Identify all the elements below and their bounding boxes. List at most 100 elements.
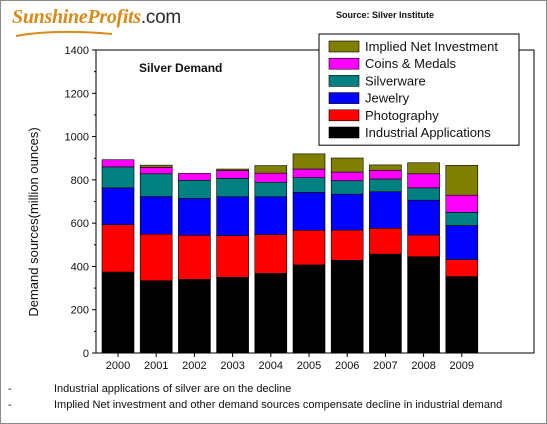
logo-wordmark: SunshineProfits.com xyxy=(12,6,181,29)
bar-segment-silverware xyxy=(369,178,402,193)
bar-segment-silverware xyxy=(178,179,211,199)
bar-segment-implied-net-investment xyxy=(139,164,173,168)
bar-segment-silverware xyxy=(101,166,135,189)
bar-segment-jewelry xyxy=(445,225,479,260)
bar-segment-implied-net-investment xyxy=(292,153,326,170)
bar-segment-photography xyxy=(178,234,211,280)
x-tick-label: 2003 xyxy=(220,360,244,372)
bar-series-group xyxy=(101,153,479,354)
legend-swatch xyxy=(328,57,360,70)
x-tick-label: 2000 xyxy=(106,360,130,372)
x-tick-label: 2001 xyxy=(144,360,168,372)
bar-segment-coins-medals xyxy=(292,168,326,178)
x-tick-label: 2007 xyxy=(373,360,397,372)
legend-swatch xyxy=(328,40,360,53)
bar-segment-industrial-applications xyxy=(178,279,211,354)
x-tick-label: 2004 xyxy=(259,360,283,372)
bar-segment-implied-net-investment xyxy=(407,162,440,175)
y-tick-label: 400 xyxy=(71,261,89,273)
legend-swatch xyxy=(328,92,360,104)
note-text: Industrial applications of silver are on… xyxy=(54,383,292,395)
bar-segment-industrial-applications xyxy=(292,264,326,354)
bar-segment-jewelry xyxy=(369,191,402,229)
bar-segment-implied-net-investment xyxy=(330,157,364,173)
legend-swatch xyxy=(328,75,360,87)
bar-segment-silverware xyxy=(254,181,288,198)
bar-segment-implied-net-investment xyxy=(216,168,249,171)
note-bullet: - xyxy=(8,399,12,411)
legend-swatch xyxy=(328,109,360,122)
bar-segment-implied-net-investment xyxy=(445,165,479,196)
bar-segment-industrial-applications xyxy=(216,276,249,354)
bar-segment-photography xyxy=(369,228,402,255)
bar-segment-implied-net-investment xyxy=(254,165,288,174)
x-tick-label: 2009 xyxy=(450,360,474,372)
bar-segment-coins-medals xyxy=(445,194,479,213)
legend-label: Photography xyxy=(365,108,439,123)
legend-label: Industrial Applications xyxy=(365,125,491,140)
bar-segment-silverware xyxy=(216,178,249,198)
y-tick-label: 1000 xyxy=(65,132,89,144)
chart-title: Silver Demand xyxy=(139,61,222,75)
legend-swatch xyxy=(328,126,360,139)
bar-segment-silverware xyxy=(292,177,326,193)
bar-segment-coins-medals xyxy=(178,173,211,181)
bar-segment-industrial-applications xyxy=(369,253,402,354)
y-tick-label: 1400 xyxy=(65,45,89,57)
legend-box xyxy=(318,33,520,146)
x-axis: 2000 2001 2002 2003 2004 2005 2006 2007 2008 2009 xyxy=(106,353,474,372)
bar-segment-jewelry xyxy=(292,192,326,231)
bar-segment-jewelry xyxy=(101,187,135,225)
bar-segment-coins-medals xyxy=(216,170,249,179)
bar-segment-industrial-applications xyxy=(407,256,440,354)
bar-segment-industrial-applications xyxy=(445,276,479,354)
x-tick-label: 2005 xyxy=(297,360,321,372)
bar-segment-coins-medals xyxy=(330,171,364,182)
legend-label: Silverware xyxy=(365,73,426,88)
source-label: Source: Silver Institute xyxy=(336,10,435,20)
bar-segment-photography xyxy=(101,224,135,273)
bar-segment-industrial-applications xyxy=(139,280,173,354)
bar-segment-jewelry xyxy=(254,196,288,235)
logo-swoosh-icon xyxy=(15,30,113,37)
x-tick-label: 2008 xyxy=(411,360,435,372)
bar-segment-industrial-applications xyxy=(330,260,364,354)
y-tick-label: 1200 xyxy=(65,88,89,100)
bar-segment-coins-medals xyxy=(407,173,440,189)
y-tick-label: 600 xyxy=(71,218,89,230)
legend-label: Coins & Medals xyxy=(365,56,457,71)
bar-segment-photography xyxy=(445,259,479,277)
y-tick-label: 800 xyxy=(71,175,89,187)
bar-segment-photography xyxy=(216,235,249,278)
bar-segment-jewelry xyxy=(407,199,440,236)
bar-segment-coins-medals xyxy=(101,159,135,168)
x-tick-label: 2002 xyxy=(182,360,206,372)
bar-segment-jewelry xyxy=(139,196,173,235)
bar-segment-industrial-applications xyxy=(254,273,288,354)
y-axis: 0 200 400 600 800 1000 1200 1400 xyxy=(65,45,96,360)
legend-label: Implied Net Investment xyxy=(365,39,498,54)
bar-segment-jewelry xyxy=(216,196,249,236)
bar-segment-photography xyxy=(407,234,440,257)
chart-legend: Implied Net Investment Coins & Medals Silv… xyxy=(318,33,520,146)
bar-segment-silverware xyxy=(407,187,440,201)
note-text: Implied Net investment and other demand … xyxy=(54,399,503,411)
bar-segment-photography xyxy=(292,229,326,266)
y-tick-label: 200 xyxy=(71,305,89,317)
bar-segment-coins-medals xyxy=(369,170,402,180)
bar-segment-silverware xyxy=(139,173,173,197)
bar-segment-implied-net-investment xyxy=(369,164,402,171)
legend-label: Jewelry xyxy=(365,91,410,106)
logo-domain-text: .com xyxy=(140,7,181,28)
bar-segment-photography xyxy=(139,233,173,282)
bar-segment-silverware xyxy=(330,180,364,195)
bar-segment-industrial-applications xyxy=(101,271,135,354)
bar-segment-coins-medals xyxy=(254,172,288,183)
note-bullet: - xyxy=(8,383,12,395)
y-axis-label: Demand sources(million ounces) xyxy=(26,127,41,316)
y-tick-label: 0 xyxy=(83,348,89,360)
x-tick-label: 2006 xyxy=(335,360,359,372)
bar-segment-coins-medals xyxy=(139,167,173,175)
bar-segment-jewelry xyxy=(178,198,211,236)
